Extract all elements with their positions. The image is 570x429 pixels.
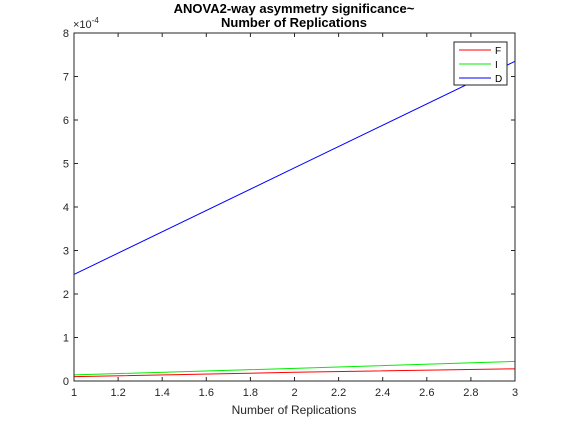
y-tick-label: 8 bbox=[63, 28, 69, 40]
y-axis-ticks: 0 1 2 3 4 5 6 7 8 bbox=[63, 28, 515, 388]
x-axis-ticks: 1 1.2 1.4 1.6 1.8 2 2.2 2.4 2.6 2.8 3 bbox=[71, 33, 518, 399]
y-tick-label: 2 bbox=[63, 289, 69, 301]
legend-label-I: I bbox=[495, 60, 498, 71]
y-exponent-label: ×10-4 bbox=[73, 16, 99, 31]
series-line-F bbox=[73, 368, 516, 378]
y-tick-label: 3 bbox=[63, 246, 69, 258]
x-tick-label: 2.8 bbox=[463, 387, 478, 399]
x-tick-label: 2.4 bbox=[375, 387, 390, 399]
x-tick-label: 3 bbox=[512, 387, 518, 399]
chart-title-line1: ANOVA2-way asymmetry significance~ bbox=[174, 1, 415, 16]
series-line-D bbox=[73, 60, 516, 275]
y-tick-label: 6 bbox=[63, 115, 69, 127]
chart-title-line2: Number of Replications bbox=[221, 15, 367, 30]
plot-area bbox=[74, 33, 515, 381]
x-tick-label: 1.8 bbox=[243, 387, 258, 399]
x-tick-label: 1.4 bbox=[155, 387, 170, 399]
series-layer bbox=[73, 60, 516, 378]
y-tick-label: 7 bbox=[63, 72, 69, 84]
x-tick-label: 2.2 bbox=[331, 387, 346, 399]
y-tick-label: 4 bbox=[63, 202, 69, 214]
legend: FID bbox=[453, 41, 508, 86]
x-tick-label: 2.6 bbox=[419, 387, 434, 399]
x-tick-label: 1.2 bbox=[110, 387, 125, 399]
x-tick-label: 2 bbox=[291, 387, 297, 399]
y-tick-label: 5 bbox=[63, 159, 69, 171]
y-tick-label: 0 bbox=[63, 376, 69, 388]
series-line-I bbox=[73, 360, 516, 376]
legend-label-D: D bbox=[495, 74, 502, 85]
x-tick-label: 1.6 bbox=[199, 387, 214, 399]
legend-label-F: F bbox=[495, 46, 501, 57]
y-tick-label: 1 bbox=[63, 333, 69, 345]
y-exponent-base: ×10 bbox=[73, 19, 92, 31]
y-exponent-power: -4 bbox=[92, 16, 100, 25]
x-axis-label: Number of Replications bbox=[232, 403, 357, 417]
x-tick-label: 1 bbox=[71, 387, 77, 399]
